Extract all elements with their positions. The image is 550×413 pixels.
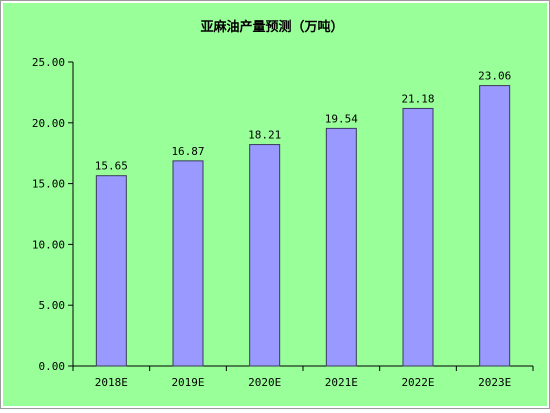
data-label: 19.54 — [325, 112, 358, 125]
data-label: 15.65 — [95, 160, 128, 173]
data-label: 18.21 — [248, 129, 281, 142]
bar-2022E — [402, 107, 434, 367]
bar-2020E — [249, 144, 281, 367]
x-tick-label: 2022E — [401, 376, 434, 389]
y-tick-label: 10.00 — [32, 238, 65, 251]
x-tick-label: 2021E — [325, 376, 358, 389]
x-tick-label: 2018E — [95, 376, 128, 389]
x-tick-label: 2019E — [171, 376, 204, 389]
bar-2023E — [479, 85, 511, 367]
chart-title: 亚麻油产量预测（万吨） — [200, 19, 343, 35]
y-axis: 0.00 5.00 10.00 15.00 20.00 25.00 — [32, 56, 74, 373]
x-tick-label: 2023E — [478, 376, 511, 389]
y-tick-label: 25.00 — [32, 56, 65, 69]
x-axis: 2018E 2019E 2020E 2021E 2022E 2023E — [72, 365, 534, 389]
bar-2021E — [325, 127, 357, 367]
bar-series — [95, 85, 511, 367]
x-tick-label: 2020E — [248, 376, 281, 389]
data-label: 23.06 — [478, 70, 511, 83]
data-label: 21.18 — [401, 92, 434, 105]
y-tick-label: 15.00 — [32, 178, 65, 191]
data-label: 16.87 — [171, 145, 204, 158]
bar-2019E — [172, 160, 204, 367]
bar-2018E — [95, 175, 127, 367]
y-tick-label: 0.00 — [39, 360, 66, 373]
y-tick-label: 20.00 — [32, 117, 65, 130]
y-tick-label: 5.00 — [39, 299, 66, 312]
data-labels: 15.65 16.87 18.21 19.54 21.18 23.06 — [95, 70, 511, 173]
